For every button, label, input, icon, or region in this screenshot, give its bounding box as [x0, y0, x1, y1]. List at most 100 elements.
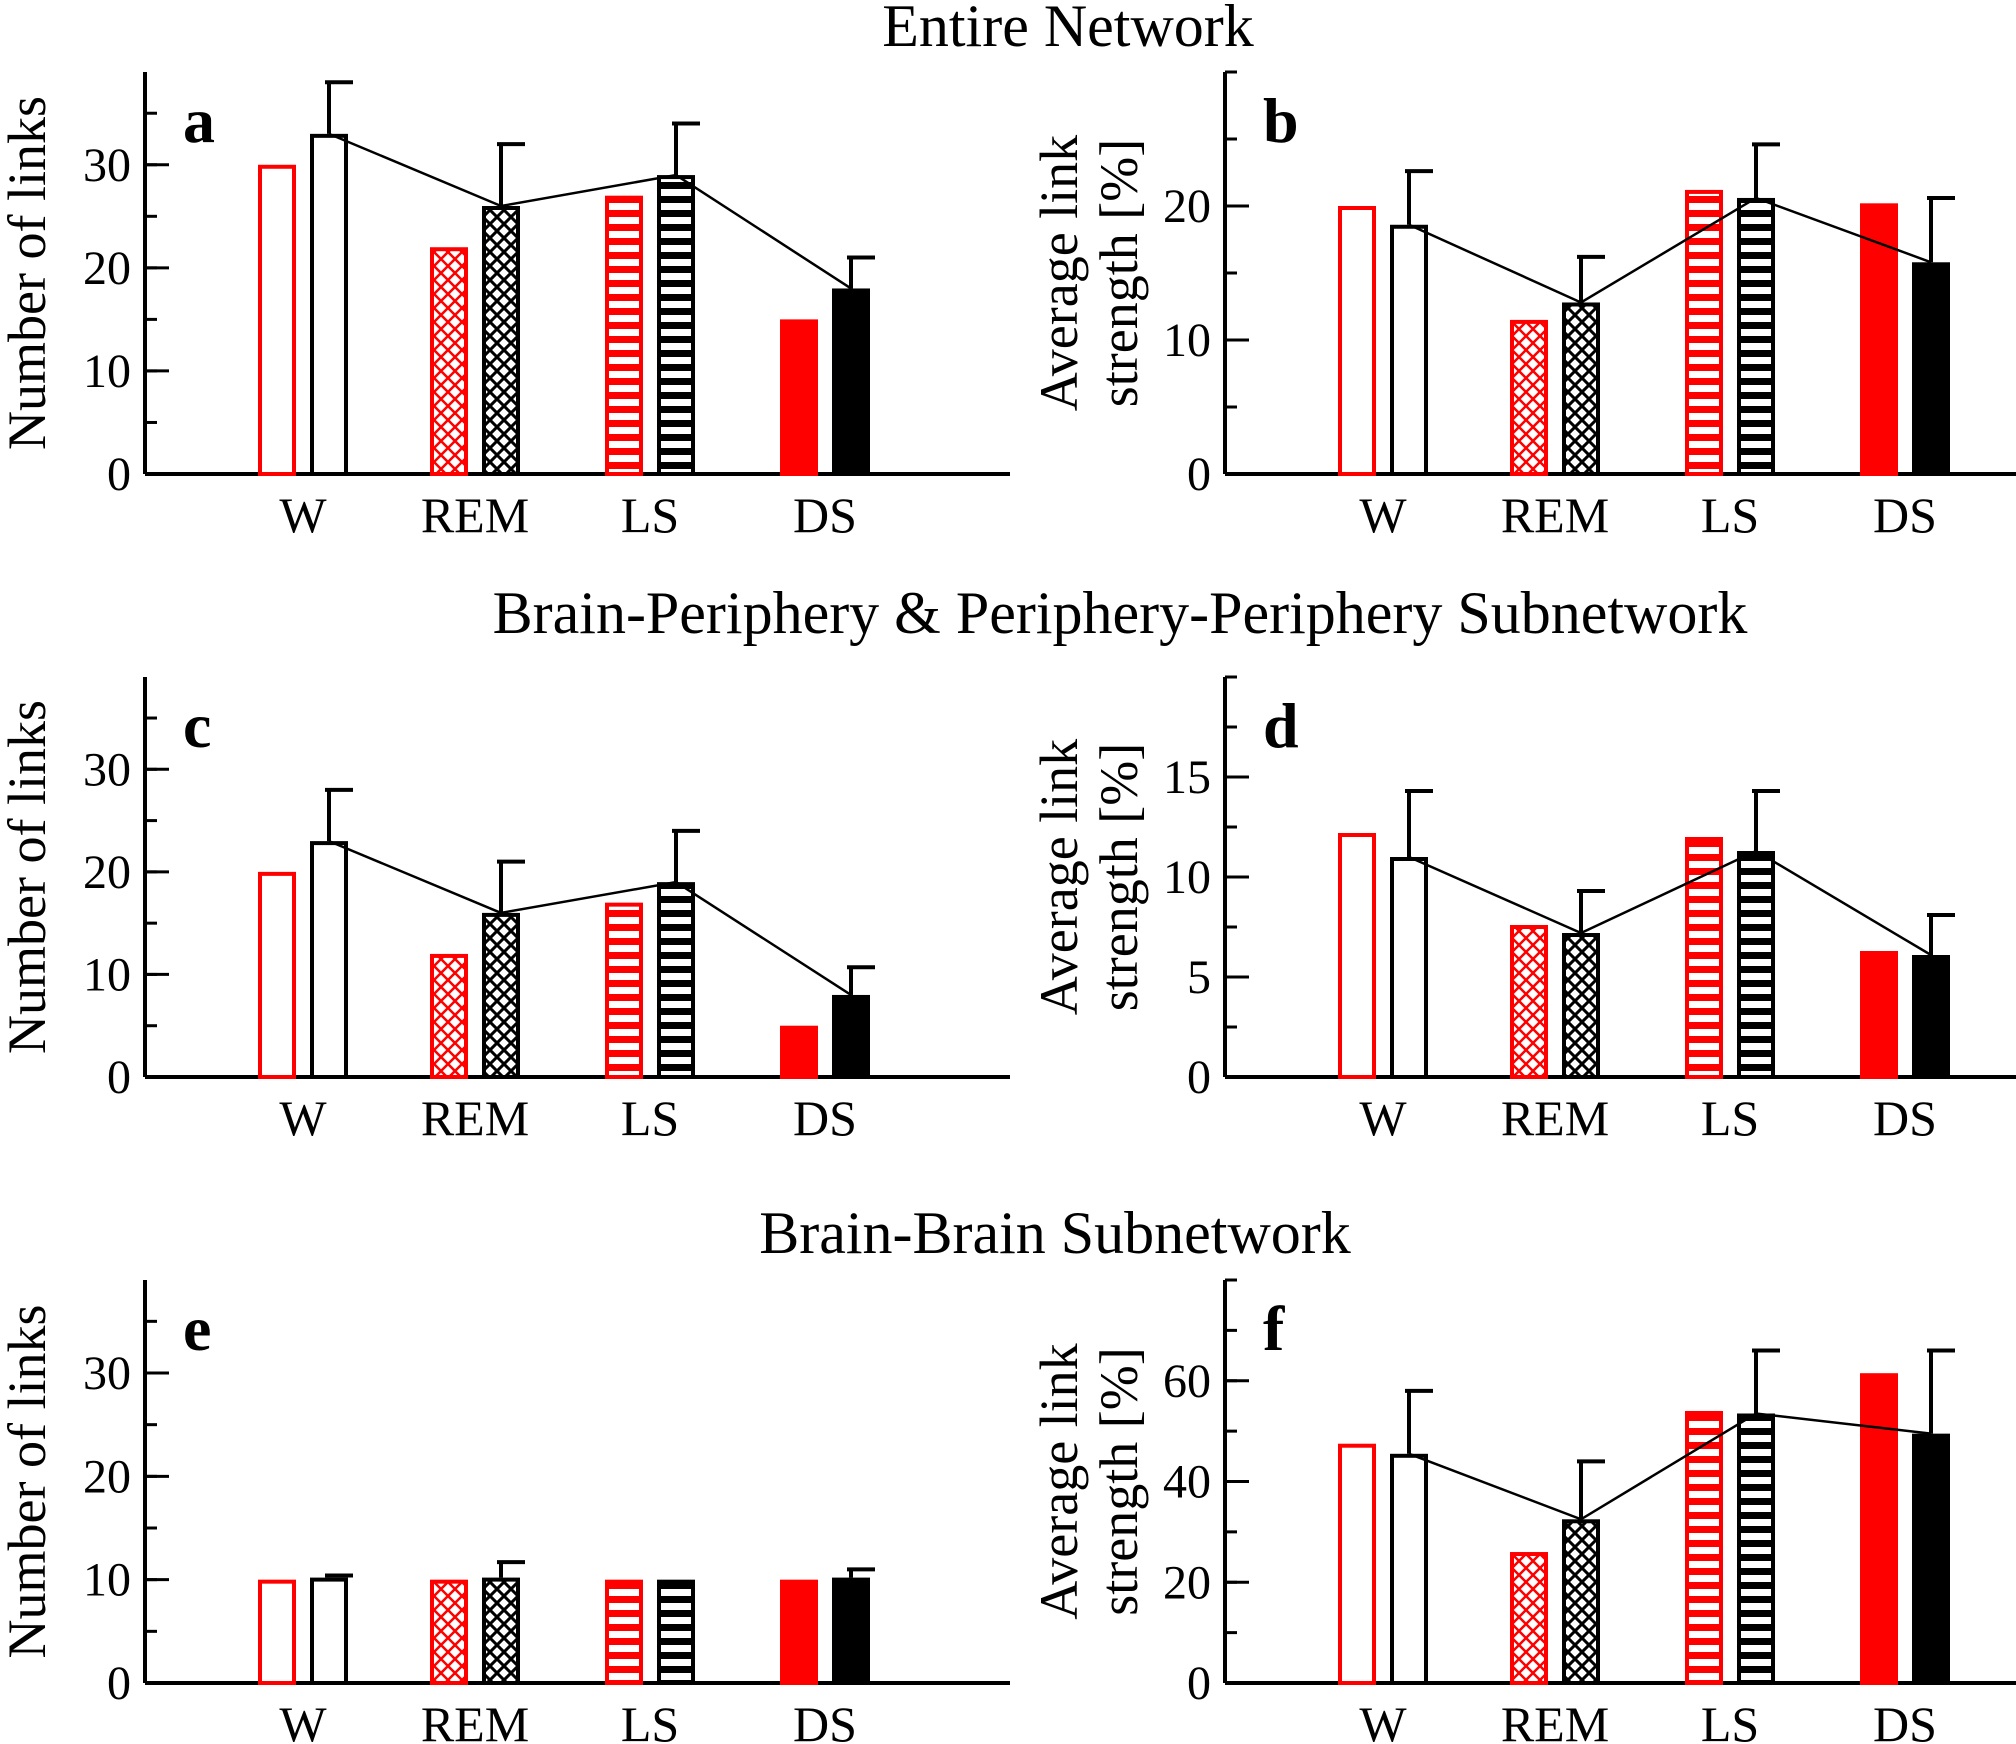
y-tick-label: 0	[107, 1657, 131, 1710]
x-tick-label: DS	[1873, 1696, 1937, 1744]
bar-black-DS	[1912, 1433, 1950, 1686]
x-tick-label: REM	[1501, 1090, 1609, 1146]
panel-letter: c	[183, 690, 211, 761]
bar-red-LS	[1685, 189, 1723, 476]
y-tick-label: 40	[1163, 1456, 1211, 1509]
x-tick-label: W	[1359, 1696, 1407, 1744]
bar-red-W	[258, 1579, 296, 1685]
x-tick-label: LS	[621, 1090, 679, 1146]
bar-red-REM	[1510, 319, 1548, 476]
bar-red-W	[1338, 833, 1376, 1079]
section-title-entire-network: Entire Network	[882, 0, 1254, 59]
bar-red-REM	[430, 1579, 468, 1685]
panel-c: 0 10 20 30 Number of links c W REM LS DS	[0, 677, 1010, 1146]
bar-red-W	[1338, 1443, 1376, 1685]
y-axis-label: Average link	[1029, 1343, 1089, 1619]
x-tick-label: LS	[621, 1696, 679, 1744]
bar-black-W	[1390, 1453, 1428, 1685]
trend-line	[1408, 849, 1932, 957]
y-tick-label: 20	[83, 846, 131, 899]
x-tick-label: DS	[1873, 487, 1937, 543]
trend-line	[1408, 196, 1932, 304]
x-tick-label: W	[279, 1696, 327, 1744]
bar-black-W	[1390, 224, 1428, 476]
bar-red-W	[258, 164, 296, 476]
trend-line	[328, 132, 852, 290]
x-tick-label: W	[1359, 1090, 1407, 1146]
bar-black-LS	[1737, 197, 1775, 477]
x-tick-label: LS	[1701, 487, 1759, 543]
bar-black-REM	[482, 912, 520, 1080]
y-axis-label: strength [%]	[1089, 139, 1149, 407]
bar-red-DS	[1860, 203, 1898, 476]
y-tick-label: 0	[107, 448, 131, 501]
y-tick-label: 0	[1187, 1051, 1211, 1104]
y-axis-label: Number of links	[0, 96, 57, 450]
y-tick-label: 10	[83, 948, 131, 1001]
bar-red-REM	[1510, 1552, 1548, 1686]
panel-letter: f	[1263, 1293, 1285, 1364]
x-tick-label: REM	[421, 1090, 529, 1146]
x-tick-label: DS	[793, 1696, 857, 1744]
panel-b: 0 10 20 Average link strength [%] b W REM LS DS	[1029, 70, 2016, 543]
bar-red-DS	[1860, 1373, 1898, 1685]
y-tick-label: 0	[107, 1051, 131, 1104]
trend-line	[1408, 1412, 1932, 1521]
panel-letter: e	[183, 1293, 211, 1364]
bar-black-LS	[1737, 851, 1775, 1079]
panel-f: 0 20 40 60 Average link strength [%] f W REM LS DS	[1029, 1278, 2016, 1744]
bar-black-DS	[1912, 262, 1950, 476]
y-axis-label: strength [%]	[1089, 1347, 1149, 1615]
bar-black-LS	[1737, 1413, 1775, 1686]
panel-letter: a	[183, 85, 215, 156]
y-tick-label: 20	[1163, 180, 1211, 233]
x-tick-label: W	[279, 487, 327, 543]
bar-black-REM	[1562, 1519, 1600, 1685]
y-tick-label: 20	[83, 1450, 131, 1503]
y-tick-label: 0	[1187, 448, 1211, 501]
bar-black-LS	[657, 1579, 695, 1685]
y-tick-label: 30	[83, 139, 131, 192]
bar-red-W	[1338, 206, 1376, 476]
x-tick-label: W	[1359, 487, 1407, 543]
y-axis-label: Average link	[1029, 739, 1089, 1015]
x-tick-label: DS	[793, 1090, 857, 1146]
x-tick-label: DS	[1873, 1090, 1937, 1146]
bar-red-DS	[780, 1579, 818, 1685]
y-tick-label: 0	[1187, 1657, 1211, 1710]
bar-black-DS	[832, 1577, 870, 1685]
x-tick-label: REM	[421, 1696, 529, 1744]
panel-a: 0 10 20 30 Number of links a W REM LS DS	[0, 72, 1010, 543]
x-tick-label: LS	[1701, 1090, 1759, 1146]
x-tick-label: W	[279, 1090, 327, 1146]
bar-black-REM	[482, 1577, 520, 1685]
bar-black-W	[310, 133, 348, 476]
section-title-brain-periphery: Brain-Periphery & Periphery-Periphery Su…	[493, 580, 1748, 646]
x-tick-label: REM	[1501, 1696, 1609, 1744]
panel-d: 0 5 10 15 Average link strength [%] d W REM LS DS	[1029, 675, 2016, 1146]
x-tick-label: REM	[1501, 487, 1609, 543]
bar-red-W	[258, 871, 296, 1079]
bar-red-LS	[1685, 1410, 1723, 1685]
x-tick-label: REM	[421, 487, 529, 543]
bar-black-DS	[1912, 955, 1950, 1079]
bar-red-REM	[430, 247, 468, 476]
bar-black-W	[1390, 857, 1428, 1079]
y-tick-label: 30	[83, 1347, 131, 1400]
y-tick-label: 10	[1163, 851, 1211, 904]
y-tick-label: 20	[1163, 1556, 1211, 1609]
y-tick-label: 10	[1163, 314, 1211, 367]
bar-black-DS	[832, 994, 870, 1080]
bar-red-LS	[605, 195, 643, 476]
panel-letter: b	[1263, 85, 1299, 156]
x-tick-label: LS	[1701, 1696, 1759, 1744]
bar-black-REM	[1562, 933, 1600, 1079]
bar-black-W	[310, 1577, 348, 1685]
y-tick-label: 10	[83, 1554, 131, 1607]
bar-red-DS	[780, 1025, 818, 1079]
y-axis-label: Number of links	[0, 700, 57, 1054]
y-tick-label: 20	[83, 242, 131, 295]
y-tick-label: 15	[1163, 751, 1211, 804]
bar-red-DS	[780, 319, 818, 476]
